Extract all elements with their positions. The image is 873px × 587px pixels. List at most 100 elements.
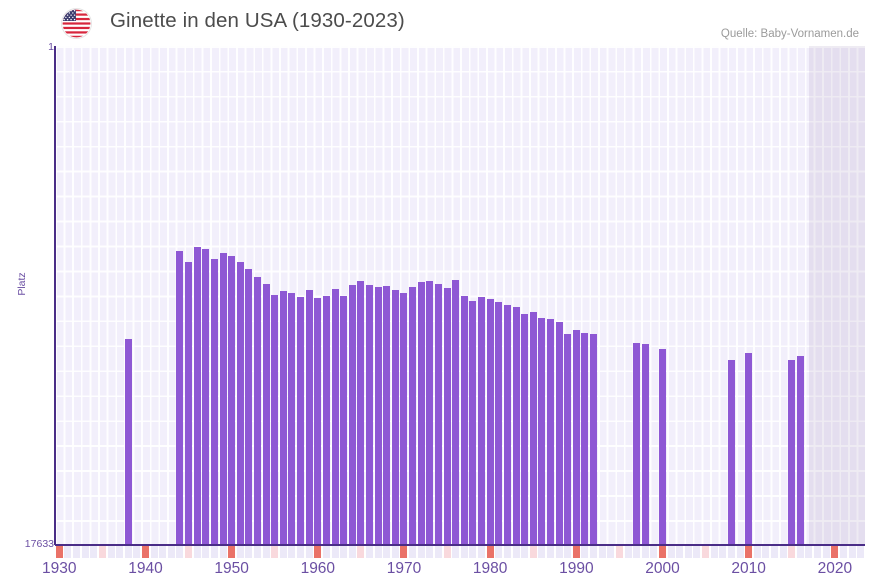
bar[interactable] — [176, 251, 184, 545]
bar[interactable] — [185, 261, 193, 545]
x-tick-minor — [814, 546, 822, 558]
bar[interactable] — [254, 276, 261, 545]
x-tick-minor — [305, 546, 313, 558]
x-tick-major — [831, 546, 839, 558]
x-tick-minor — [633, 546, 641, 558]
bar[interactable] — [366, 284, 374, 545]
bar[interactable] — [391, 289, 399, 545]
bar[interactable] — [124, 339, 132, 545]
x-tick-minor — [495, 546, 503, 558]
bar[interactable] — [469, 300, 477, 545]
x-axis-label: 1980 — [472, 560, 508, 577]
bar[interactable] — [262, 283, 270, 545]
bar[interactable] — [590, 333, 598, 545]
x-tick-minor — [753, 546, 761, 558]
x-axis-label: 2000 — [645, 560, 680, 577]
bar[interactable] — [452, 280, 460, 545]
x-tick-minor — [624, 546, 632, 558]
bar[interactable] — [245, 268, 253, 545]
x-tick-minor — [150, 546, 158, 558]
bar[interactable] — [348, 284, 356, 545]
bar[interactable] — [322, 296, 330, 545]
bar[interactable] — [434, 283, 442, 545]
bar[interactable] — [796, 356, 804, 545]
x-tick-minor — [503, 546, 511, 558]
bar[interactable] — [409, 286, 417, 545]
bar[interactable] — [279, 291, 287, 545]
bar[interactable] — [503, 305, 511, 545]
bar[interactable] — [374, 287, 382, 545]
bar[interactable] — [236, 261, 244, 545]
x-tick-major — [745, 546, 753, 558]
bar[interactable] — [271, 294, 279, 545]
bar[interactable] — [443, 288, 451, 545]
bar[interactable] — [314, 297, 322, 545]
x-tick-minor — [176, 546, 184, 558]
x-tick-minor — [409, 546, 417, 558]
x-tick-minor — [641, 546, 649, 558]
x-tick-minor — [857, 546, 865, 558]
bar[interactable] — [546, 318, 554, 545]
bar[interactable] — [228, 256, 236, 545]
x-tick-minor — [762, 546, 770, 558]
page-title: Ginette in den USA (1930-2023) — [110, 9, 405, 32]
bar[interactable] — [417, 282, 425, 545]
x-tick-minor — [564, 546, 572, 558]
bar[interactable] — [288, 293, 296, 545]
x-tick-minor — [779, 546, 787, 558]
x-tick-minor — [107, 546, 115, 558]
x-tick-minor — [167, 546, 175, 558]
bar[interactable] — [357, 280, 365, 545]
bar[interactable] — [460, 295, 468, 545]
bar[interactable] — [633, 342, 641, 545]
bar[interactable] — [521, 313, 529, 545]
x-tick-minor — [417, 546, 425, 558]
x-axis-tick-strip — [55, 546, 865, 558]
bar[interactable] — [788, 360, 796, 545]
bar[interactable] — [210, 259, 218, 545]
bar[interactable] — [641, 344, 649, 545]
bar[interactable] — [202, 249, 210, 545]
bar[interactable] — [555, 321, 563, 545]
bar[interactable] — [581, 332, 589, 545]
bar[interactable] — [426, 281, 434, 545]
bar[interactable] — [486, 298, 494, 545]
x-tick-major — [314, 546, 322, 558]
bar[interactable] — [659, 349, 666, 545]
x-tick-minor — [460, 546, 468, 558]
bar[interactable] — [538, 318, 546, 545]
source-note: Quelle: Baby-Vornamen.de — [720, 28, 859, 40]
bar[interactable] — [193, 247, 201, 545]
x-tick-minor — [322, 546, 330, 558]
x-tick-minor — [555, 546, 563, 558]
bar[interactable] — [219, 253, 227, 545]
x-tick-minor — [374, 546, 382, 558]
bar[interactable] — [383, 286, 391, 545]
bar[interactable] — [297, 297, 305, 545]
bar[interactable] — [745, 353, 753, 545]
y-axis-line — [54, 46, 56, 545]
bar[interactable] — [512, 307, 520, 545]
x-tick-minor — [159, 546, 167, 558]
x-tick-minor — [348, 546, 356, 558]
x-tick-minor — [426, 546, 434, 558]
x-tick-half — [185, 546, 193, 558]
x-tick-minor — [116, 546, 124, 558]
bar[interactable] — [478, 297, 486, 545]
bar[interactable] — [727, 359, 735, 545]
x-tick-minor — [391, 546, 399, 558]
bar[interactable] — [564, 334, 572, 545]
x-tick-minor — [133, 546, 141, 558]
x-tick-minor — [262, 546, 270, 558]
bar[interactable] — [400, 293, 408, 545]
bar[interactable] — [572, 330, 580, 545]
x-axis-label: 1950 — [214, 560, 249, 577]
bar[interactable] — [331, 289, 339, 545]
bar[interactable] — [305, 290, 313, 545]
bar[interactable] — [495, 301, 503, 545]
bar[interactable] — [340, 295, 348, 545]
x-tick-minor — [331, 546, 339, 558]
x-tick-major — [572, 546, 580, 558]
x-tick-major — [141, 546, 149, 558]
bar[interactable] — [529, 312, 537, 545]
